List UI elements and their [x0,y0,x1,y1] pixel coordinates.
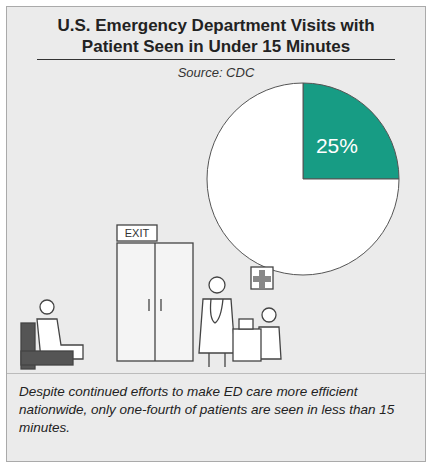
svg-text:25%: 25% [316,134,358,157]
html-text:Source: CDC: Source: CDC [177,65,255,80]
html-text:U.S. Emergency Department Visi: U.S. Emergency Department Visits with Pa… [57,16,375,56]
svg-text:EXIT: EXIT [125,227,150,239]
html-text:Despite continued efforts to m: Despite continued efforts to make ED car… [19,384,395,435]
